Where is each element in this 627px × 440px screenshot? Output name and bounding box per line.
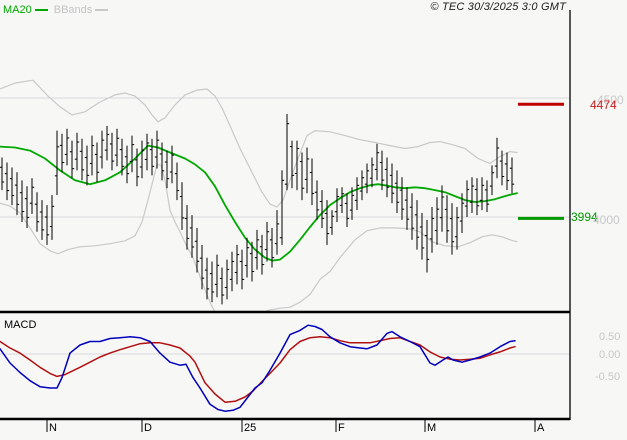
legend: MA20 BBands [3, 4, 109, 16]
macd-panel-title: MACD [4, 319, 37, 331]
price-axis-label-4000: 4000 [593, 213, 620, 227]
x-axis-label-december: D [144, 422, 152, 434]
resistance-level-label: 4474 [590, 98, 617, 112]
x-axis-label-february: F [338, 422, 345, 434]
x-axis-label-march: M [427, 422, 437, 434]
legend-label-bbands: BBands [53, 4, 93, 16]
bollinger-bands [0, 79, 518, 311]
macd-axis-label-neg: -0.50 [595, 371, 621, 383]
legend-item-bbands: BBands [54, 4, 109, 16]
ma20-line-swatch [34, 9, 48, 11]
legend-item-ma20: MA20 [3, 4, 48, 16]
candlestick-series [0, 113, 515, 305]
ma20-line [0, 144, 518, 262]
legend-label-ma20: MA20 [3, 4, 32, 16]
macd-axis-label-zero: 0.00 [599, 349, 621, 361]
support-level-label: 3994 [571, 210, 598, 224]
panel-borders [0, 10, 571, 432]
price-axis-label-4500: 4500 [597, 93, 624, 107]
macd-lines [0, 324, 516, 412]
macd-axis-label-pos: 0.50 [599, 331, 621, 343]
copyright-text: © TEC 30/3/2025 3:0 GMT [430, 1, 566, 13]
bbands-line-swatch [95, 9, 109, 11]
x-axis-label-november: N [49, 422, 57, 434]
price-level-lines [518, 102, 564, 220]
gridlines [0, 97, 570, 355]
x-axis-label-2025: 25 [244, 422, 257, 434]
x-axis-label-april: A [537, 422, 545, 434]
